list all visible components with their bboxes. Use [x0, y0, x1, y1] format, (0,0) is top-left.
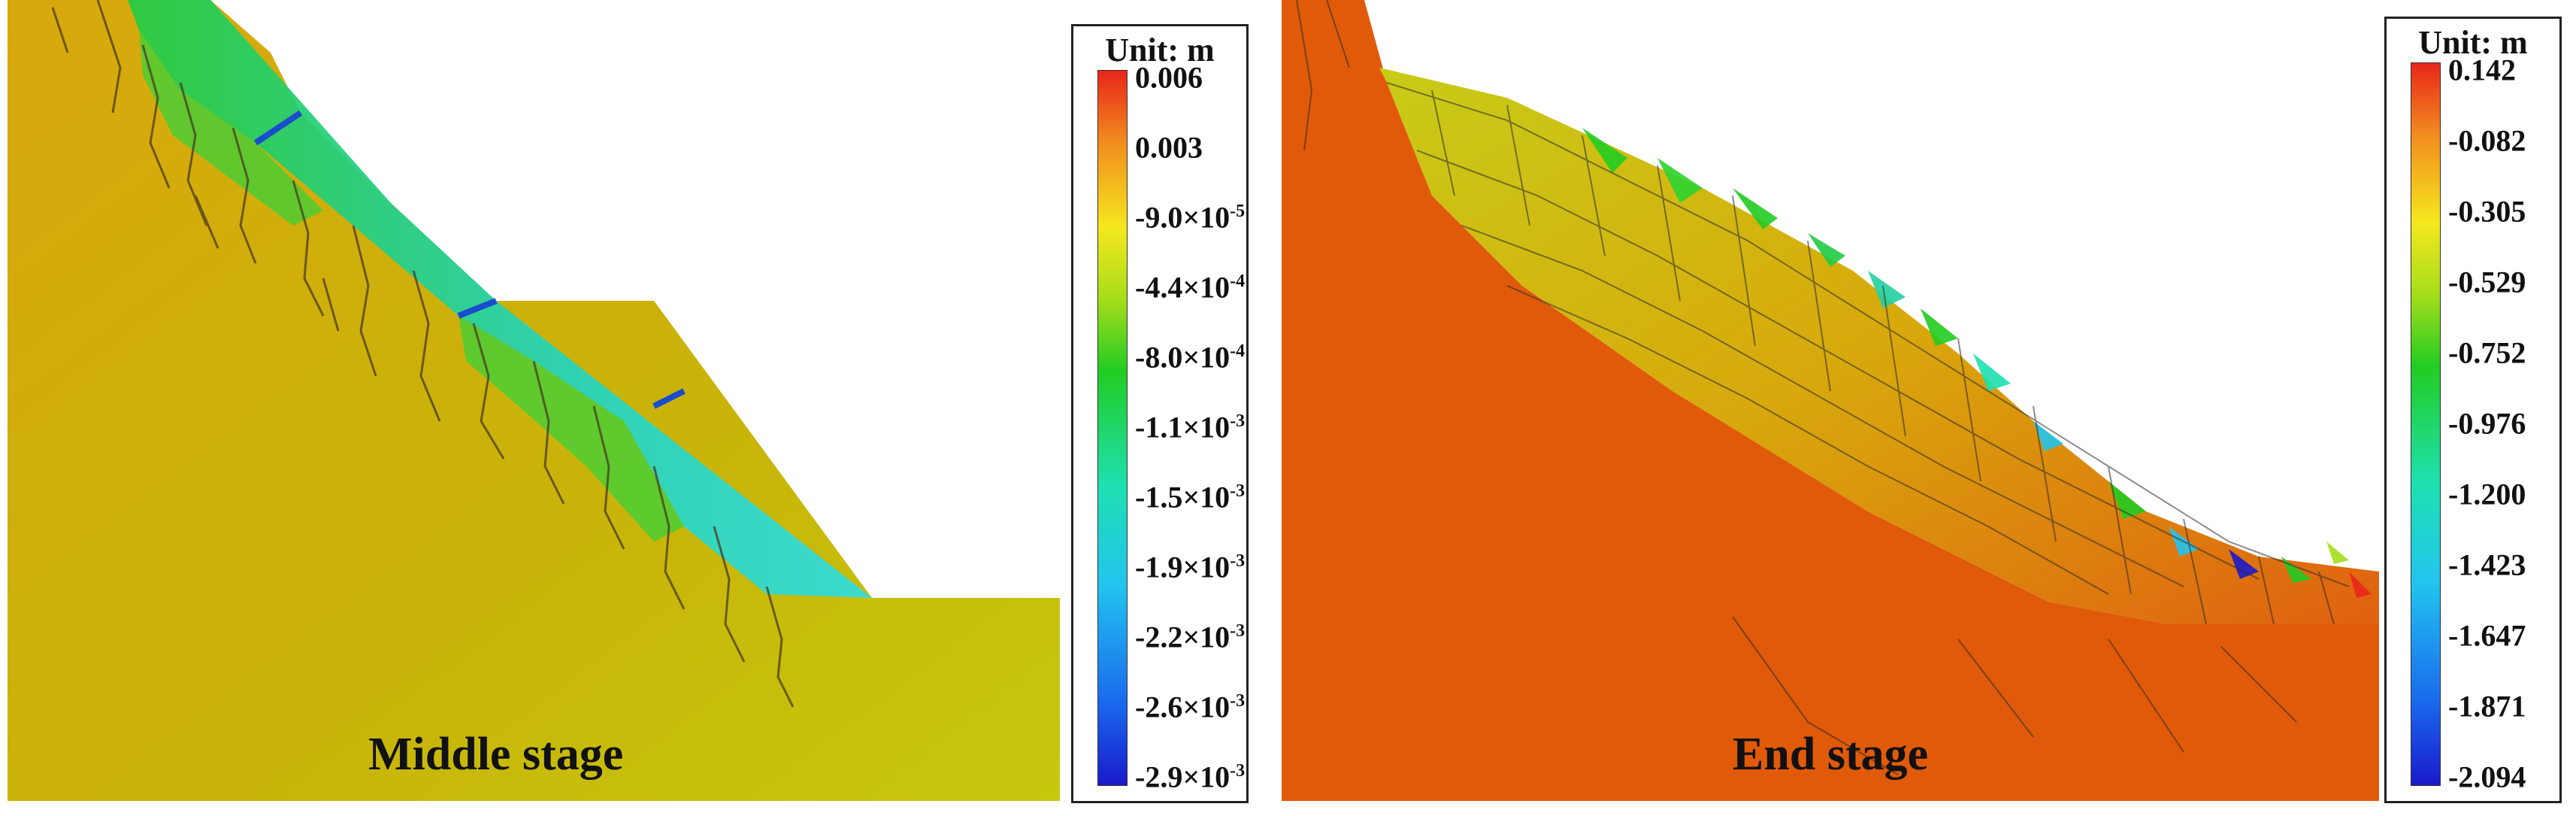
legend-tick-label: -8.0×10-4	[1135, 340, 1246, 375]
legend-tick-label: -1.647	[2448, 618, 2526, 653]
end-stage-caption: End stage	[1733, 729, 1929, 780]
legend-unit: Unit: m	[1105, 32, 1215, 68]
sliding-layer	[128, 0, 872, 598]
middle-stage-caption: Middle stage	[368, 729, 624, 780]
mesh-lines	[1296, 0, 2350, 775]
legend-tick-label: -1.200	[2448, 477, 2526, 511]
legend-tick-label: -4.4×10-4	[1135, 270, 1246, 305]
legend-tick-label: -2.2×10-3	[1135, 620, 1246, 654]
colorbar	[2411, 62, 2441, 786]
legend-tick-label: -1.871	[2448, 689, 2526, 723]
end-stage-legend: Unit: m 0.142 -0.082 -0.305 -0.529 -0.752 -0.…	[2384, 17, 2562, 803]
bedrock	[1282, 0, 2379, 801]
legend-tick-label: -1.1×10-3	[1135, 410, 1246, 444]
middle-stage-legend: Unit: m 0.006 0.003 -9.0×10-5 -4.4×10-4 -8.0…	[1071, 24, 1249, 803]
legend-tick-label: -0.305	[2448, 194, 2526, 229]
end-stage-contour	[1282, 0, 2379, 801]
middle-stage-contour	[8, 0, 1060, 801]
colorbar	[1097, 70, 1128, 786]
legend-tick-label: -2.6×10-3	[1135, 690, 1246, 724]
legend-tick-label: -1.423	[2448, 548, 2526, 582]
legend-unit: Unit: m	[2418, 24, 2528, 61]
legend-tick-label: -0.529	[2448, 265, 2526, 299]
debris-mass	[1379, 68, 2379, 624]
legend-tick-label: -9.0×10-5	[1135, 200, 1246, 235]
legend-tick-label: -0.976	[2448, 406, 2526, 441]
legend-tick-label: -0.082	[2448, 123, 2526, 158]
legend-tick-label: 0.006	[1135, 60, 1203, 95]
legend-tick-label: -1.5×10-3	[1135, 480, 1246, 514]
legend-tick-label: -0.752	[2448, 335, 2526, 370]
legend-tick-label: 0.142	[2448, 53, 2516, 87]
surface-particles	[1582, 128, 2372, 598]
legend-tick-label: -1.9×10-3	[1135, 550, 1246, 584]
crack-network	[51, 0, 795, 708]
legend-tick-label: -2.094	[2448, 760, 2526, 794]
middle-stage-panel	[8, 0, 1060, 801]
legend-tick-label: -2.9×10-3	[1135, 760, 1246, 794]
end-stage-panel	[1282, 0, 2379, 801]
legend-tick-label: 0.003	[1135, 130, 1203, 165]
